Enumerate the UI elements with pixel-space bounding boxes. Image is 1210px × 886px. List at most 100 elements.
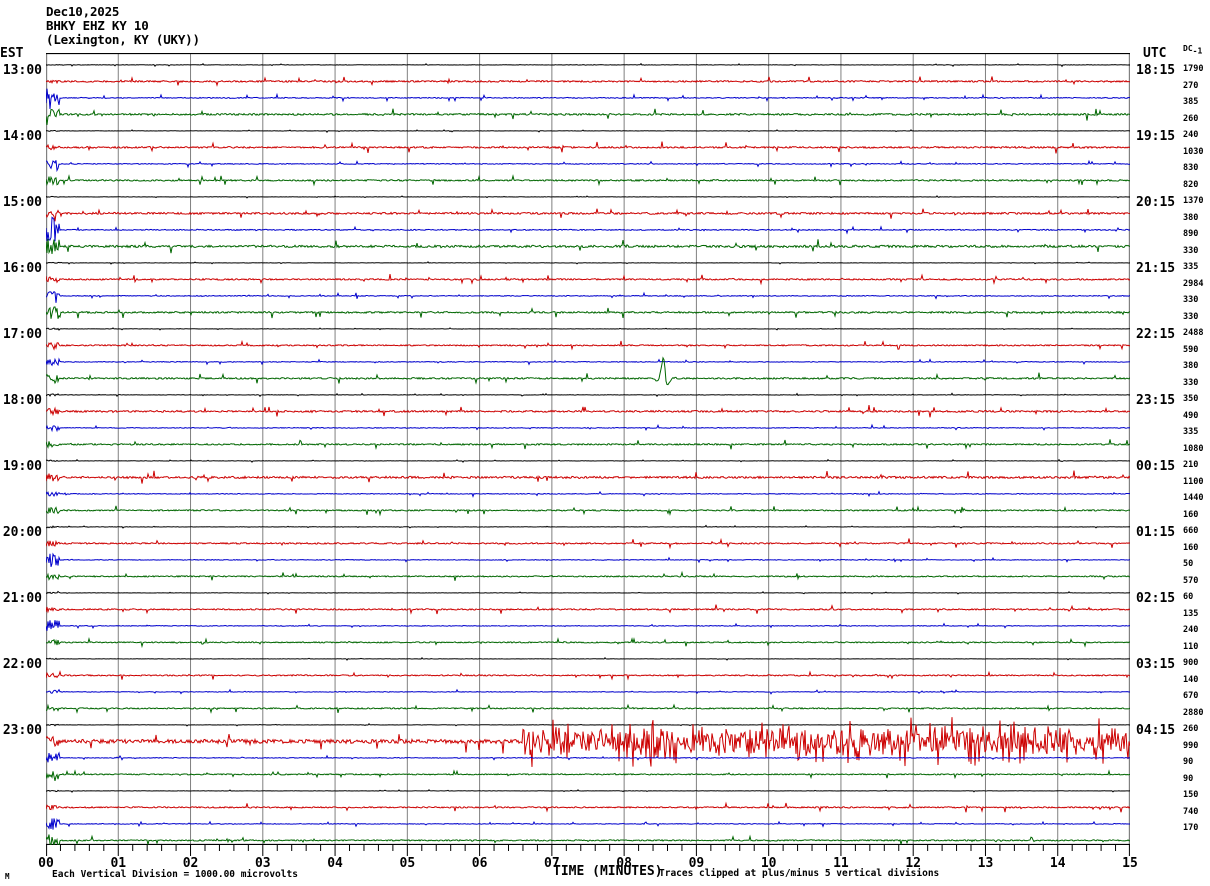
utc-time-label: 21:15 [1136,260,1176,276]
est-time-label: 23:00 [2,722,42,738]
x-tick-label: 12 [905,856,922,871]
x-tick-label: 03 [254,856,271,871]
dc-value: 90 [1183,757,1194,767]
helicorder-plot [46,53,1130,845]
x-tick-label: 05 [399,856,416,871]
utc-time-label: 22:15 [1136,326,1176,342]
dc-value: 1100 [1183,476,1204,487]
x-tick-label: 15 [1122,856,1138,871]
dc-value: 570 [1183,575,1199,586]
utc-time-label: 23:15 [1136,392,1176,408]
dc-value: 900 [1183,658,1199,668]
dc-value: 330 [1183,245,1199,256]
dc-value: 890 [1183,229,1199,239]
est-time-label: 16:00 [2,260,42,276]
x-tick-label: 07 [544,856,560,871]
dc-value: 740 [1183,806,1199,817]
dc-value: 110 [1183,641,1199,652]
dc-value: 260 [1183,113,1199,124]
seismic-traces [46,62,1130,845]
dc-value: 260 [1183,724,1199,734]
dc-value: 335 [1183,262,1199,272]
dc-value: 50 [1183,559,1194,569]
est-time-label: 22:00 [2,656,42,672]
x-tick-label: 04 [327,856,343,871]
utc-time-label: 20:15 [1136,194,1176,210]
dc-value: 1790 [1183,64,1204,74]
vertical-division-note: Each Vertical Division = 1000.00 microvo… [52,869,298,880]
right-axis-label: UTC [1143,46,1167,61]
plot-grid [46,53,1130,845]
dc-value: 330 [1183,295,1199,305]
dc-value: 350 [1183,394,1199,404]
dc-value: 60 [1183,592,1194,602]
utc-time-label: 01:15 [1136,524,1176,540]
dc-value: 160 [1183,509,1199,520]
dc-value: 335 [1183,427,1199,437]
dc-value: 2880 [1183,707,1204,718]
dc-column-header-sub: -1 [1192,46,1203,56]
x-tick-label: 14 [1049,856,1066,871]
utc-time-label: 04:15 [1136,722,1176,738]
x-axis-ticks [46,845,1130,856]
x-tick-label: 10 [760,856,777,871]
dc-value: 830 [1183,163,1199,173]
clip-note: Traces clipped at plus/minus 5 vertical … [659,868,940,879]
utc-time-label: 02:15 [1136,590,1176,606]
est-time-label: 18:00 [2,392,42,408]
x-tick-label: 01 [110,856,127,871]
est-time-label: 15:00 [2,194,42,210]
dc-value: 660 [1183,526,1199,536]
dc-value: 330 [1183,311,1199,322]
x-tick-label: 11 [833,856,849,871]
x-axis-title: TIME (MINUTES) [553,864,663,879]
dc-value: 385 [1183,97,1199,107]
dc-value: 380 [1183,361,1199,371]
dc-value: 240 [1183,625,1199,635]
x-tick-label: 08 [616,856,632,871]
x-tick-label: 00 [38,856,54,871]
dc-value: 210 [1183,460,1199,470]
dc-value: 160 [1183,542,1199,553]
dc-value: 2488 [1183,328,1204,338]
header-location: (Lexington, KY (UKY)) [46,32,200,47]
dc-value: 670 [1183,691,1199,701]
dc-value: 820 [1183,179,1199,190]
utc-time-label: 18:15 [1136,62,1176,78]
dc-value: 2984 [1183,278,1204,289]
dc-value: 590 [1183,344,1199,355]
dc-value: 490 [1183,410,1199,421]
utc-time-label: 00:15 [1136,458,1176,474]
x-tick-label: 02 [182,856,199,871]
est-time-label: 19:00 [2,458,42,474]
est-time-label: 14:00 [2,128,42,144]
corner-mark: M [5,872,10,881]
x-tick-label: 06 [471,856,488,871]
dc-value: 240 [1183,130,1199,140]
x-tick-label: 09 [688,856,705,871]
dc-value: 150 [1183,790,1199,800]
dc-column-header: DC-1 [1183,44,1202,56]
est-time-label: 17:00 [2,326,42,342]
x-tick-label: 13 [977,856,994,871]
dc-column-header-text: DC [1183,44,1193,53]
dc-value: 1080 [1183,443,1204,454]
utc-time-label: 19:15 [1136,128,1176,144]
dc-value: 1440 [1183,493,1204,503]
dc-value: 990 [1183,740,1199,751]
dc-value: 1030 [1183,146,1204,157]
dc-value: 270 [1183,80,1199,91]
dc-value: 135 [1183,608,1199,619]
header-station: BHKY EHZ KY 10 [46,18,149,33]
est-time-label: 13:00 [2,62,42,78]
dc-value: 140 [1183,674,1199,685]
est-time-label: 21:00 [2,590,42,606]
utc-time-label: 03:15 [1136,656,1176,672]
dc-value: 330 [1183,377,1199,388]
dc-value: 380 [1183,212,1199,223]
dc-value: 90 [1183,773,1194,784]
dc-value: 170 [1183,823,1199,833]
header-date: Dec10,2025 [46,4,120,19]
left-axis-label: EST [0,46,24,61]
dc-value: 1370 [1183,196,1204,206]
